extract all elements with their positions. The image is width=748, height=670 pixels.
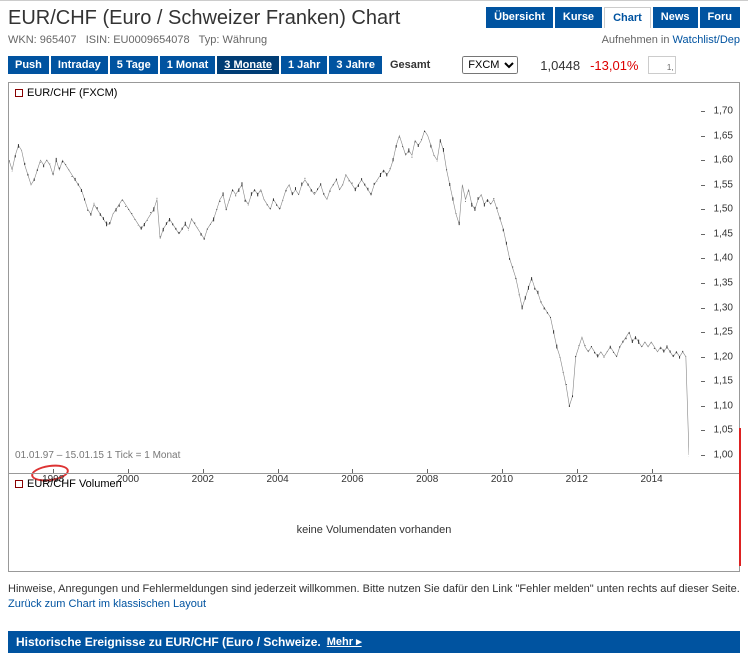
hints-block: Hinweise, Anregungen und Fehlermeldungen… — [0, 572, 748, 623]
source-select[interactable]: FXCM — [462, 56, 518, 74]
meta-right: Aufnehmen in Watchlist/Dep — [602, 34, 740, 46]
nav-tab-chart[interactable]: Chart — [604, 7, 651, 28]
nav-tab-news[interactable]: News — [653, 7, 698, 28]
range-controls: PushIntraday5 Tage1 Monat3 Monate1 Jahr3… — [0, 52, 748, 78]
y-tick: 1,40 — [714, 253, 733, 264]
range-intraday[interactable]: Intraday — [51, 56, 108, 74]
range-push[interactable]: Push — [8, 56, 49, 74]
range-5tage[interactable]: 5 Tage — [110, 56, 158, 74]
range-3jahre[interactable]: 3 Jahre — [329, 56, 382, 74]
y-tick: 1,05 — [714, 425, 733, 436]
crash-line — [739, 428, 741, 566]
nav-tab-foru[interactable]: Foru — [700, 7, 740, 28]
page-title: EUR/CHF (Euro / Schweizer Franken) Chart — [8, 7, 400, 30]
y-tick: 1,65 — [714, 130, 733, 141]
volume-empty-text: keine Volumendaten vorhanden — [15, 524, 733, 536]
y-tick: 1,50 — [714, 204, 733, 215]
chart-footer-text: 01.01.97 – 15.01.15 1 Tick = 1 Monat — [15, 450, 180, 461]
y-tick: 1,15 — [714, 376, 733, 387]
nav-tab-übersicht[interactable]: Übersicht — [486, 7, 553, 28]
meta-row: WKN: 965407 ISIN: EU0009654078 Typ: Währ… — [0, 32, 748, 52]
y-tick: 1,30 — [714, 302, 733, 313]
y-tick: 1,45 — [714, 228, 733, 239]
y-tick: 1,10 — [714, 400, 733, 411]
meta-left: WKN: 965407 ISIN: EU0009654078 Typ: Währ… — [8, 34, 267, 46]
more-link[interactable]: Mehr ▸ — [327, 635, 362, 648]
chart-body[interactable]: 1,70 1,65 1,60 1,55 1,50 1,45 1,40 1,35 1,30 1,25… — [9, 103, 739, 473]
chart-series-title: EUR/CHF (FXCM) — [9, 83, 739, 103]
y-tick: 1,70 — [714, 106, 733, 117]
price-change: -13,01% — [590, 58, 638, 73]
y-axis: 1,70 1,65 1,60 1,55 1,50 1,45 1,40 1,35 1,30 1,25… — [699, 103, 739, 463]
price-value: 1,0448 — [540, 58, 580, 73]
y-tick: 1,35 — [714, 278, 733, 289]
y-tick: 1,55 — [714, 179, 733, 190]
y-tick: 1,25 — [714, 327, 733, 338]
range-1jahr[interactable]: 1 Jahr — [281, 56, 327, 74]
series-marker-icon — [15, 89, 23, 97]
range-3monate[interactable]: 3 Monate — [217, 56, 279, 74]
range-1monat[interactable]: 1 Monat — [160, 56, 216, 74]
chart-container: EUR/CHF (FXCM) 1,701,651,601,551,501,451… — [8, 82, 740, 572]
header: EUR/CHF (Euro / Schweizer Franken) Chart… — [0, 0, 748, 32]
gesamt-label[interactable]: Gesamt — [390, 59, 430, 71]
y-tick: 1,20 — [714, 351, 733, 362]
y-tick: 1,00 — [714, 450, 733, 461]
spark-preview: 1, — [648, 56, 676, 74]
time-buttons: PushIntraday5 Tage1 Monat3 Monate1 Jahr3… — [8, 56, 382, 74]
volume-title: EUR/CHF Volumen — [15, 478, 733, 490]
bottom-bar: Historische Ereignisse zu EUR/CHF (Euro … — [8, 631, 740, 653]
classic-layout-link[interactable]: Zurück zum Chart im klassischen Layout — [8, 598, 206, 610]
nav-tab-kurse[interactable]: Kurse — [555, 7, 602, 28]
volume-section: EUR/CHF Volumen keine Volumendaten vorha… — [9, 473, 739, 571]
watchlist-link[interactable]: Watchlist/Dep — [673, 34, 740, 46]
nav-tabs: ÜbersichtKurseChartNewsForu — [486, 7, 740, 28]
chart-svg — [9, 103, 689, 463]
volume-marker-icon — [15, 480, 23, 488]
y-tick: 1,60 — [714, 155, 733, 166]
